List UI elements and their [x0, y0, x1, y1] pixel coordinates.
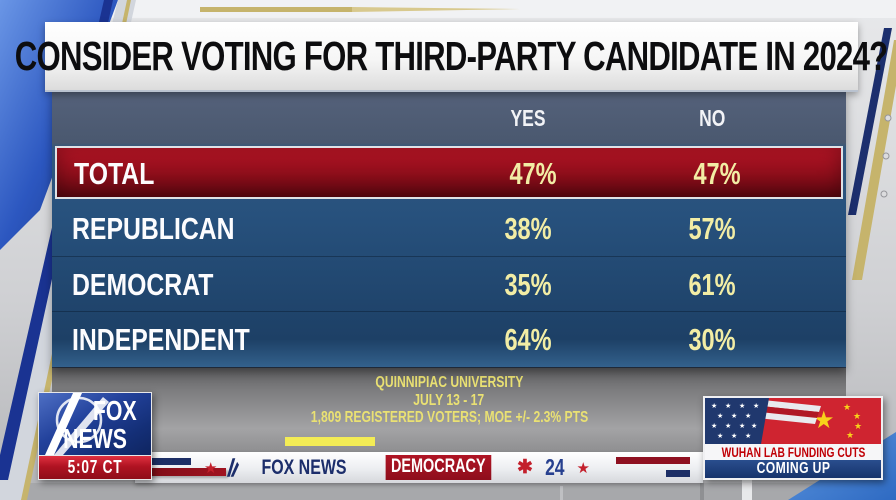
row-label: REPUBLICAN — [72, 211, 235, 246]
svg-text:★: ★ — [731, 412, 737, 420]
coming-up-promo: ★ ★ ★ ★ ★ ★ ★ ★ ★ ★ ★ ★ ★ ★ ★ ★ ★ ★ ★ WUHAN LAB FU… — [703, 396, 883, 480]
star-asterisk-icon: ✱ — [517, 457, 533, 478]
logo-text-fox: FOX — [93, 395, 138, 426]
row-value-yes: 64% — [504, 322, 552, 357]
svg-text:★: ★ — [854, 421, 862, 431]
svg-text:★: ★ — [731, 432, 737, 440]
promo-headline: WUHAN LAB FUNDING CUTS — [705, 444, 881, 460]
svg-text:★: ★ — [751, 422, 757, 430]
source-line-3: 1,809 REGISTERED VOTERS; MOE +/- 2.3% PT… — [310, 409, 588, 426]
poll-table: YES NO TOTAL 47% 47% REPUBLICAN 38% 57% … — [52, 90, 846, 367]
ticker-red-bar-left — [146, 468, 226, 476]
fox-beams-icon — [227, 458, 240, 477]
promo-status: COMING UP — [705, 460, 881, 478]
svg-text:★: ★ — [753, 402, 759, 410]
ticker-blue-bar-right — [666, 470, 690, 477]
source-line-1: QUINNIPIAC UNIVERSITY — [375, 374, 523, 391]
fox-news-logo: FOX NEWS — [38, 392, 152, 456]
table-row-republican: REPUBLICAN 38% 57% — [52, 201, 846, 256]
svg-text:★: ★ — [711, 422, 717, 430]
ticker-center-group: ★ FOX NEWS DEMOCRACY ✱ 24 ★ — [113, 452, 681, 483]
clock: 5:07 CT — [38, 456, 152, 480]
svg-text:★: ★ — [711, 402, 717, 410]
svg-text:★: ★ — [853, 411, 861, 421]
clock-time: 5:07 CT — [67, 457, 123, 477]
ticker-blue-bar-left — [149, 458, 191, 465]
headline-banner: CONSIDER VOTING FOR THIRD-PARTY CANDIDAT… — [15, 22, 889, 92]
svg-text:★: ★ — [745, 432, 751, 440]
column-header-yes: YES — [510, 105, 546, 131]
row-value-no: 61% — [688, 267, 736, 302]
source-line-2: JULY 13 - 17 — [413, 391, 485, 409]
table-row-independent: INDEPENDENT 64% 30% — [52, 311, 846, 366]
column-header-no: NO — [698, 105, 726, 131]
svg-text:★: ★ — [717, 412, 723, 420]
row-label: INDEPENDENT — [72, 322, 250, 357]
star-icon: ★ — [576, 459, 590, 477]
svg-text:★: ★ — [739, 402, 745, 410]
ticker-brand: FOX NEWS — [261, 455, 348, 479]
svg-text:★: ★ — [725, 402, 731, 410]
us-china-flags-image: ★ ★ ★ ★ ★ ★ ★ ★ ★ ★ ★ ★ ★ ★ ★ ★ ★ ★ ★ — [705, 398, 881, 444]
row-value-no: 47% — [693, 156, 741, 191]
row-value-yes: 38% — [504, 211, 552, 246]
row-label: TOTAL — [74, 156, 155, 191]
searchlight-icon — [45, 393, 109, 455]
table-header-row: YES NO — [52, 90, 846, 146]
row-value-yes: 47% — [509, 156, 557, 191]
ticker-year: 24 — [545, 454, 565, 480]
star-icon: ★ — [204, 459, 218, 477]
yellow-underline-bar — [285, 437, 375, 446]
democracy-badge: DEMOCRACY — [386, 455, 492, 480]
poll-question-title: CONSIDER VOTING FOR THIRD-PARTY CANDIDAT… — [15, 32, 888, 79]
ticker-red-bar-right — [616, 457, 690, 464]
logo-text-news: NEWS — [63, 423, 127, 454]
row-value-yes: 35% — [504, 267, 552, 302]
row-value-no: 57% — [688, 211, 736, 246]
svg-text:★: ★ — [725, 422, 731, 430]
table-row-democrat: DEMOCRAT 35% 61% — [52, 256, 846, 311]
table-row-total: TOTAL 47% 47% — [55, 146, 843, 199]
svg-text:★: ★ — [717, 432, 723, 440]
row-label: DEMOCRAT — [72, 267, 214, 302]
svg-text:★: ★ — [846, 430, 854, 440]
svg-text:★: ★ — [843, 402, 851, 412]
svg-text:★: ★ — [745, 412, 751, 420]
bottom-ticker: ★ FOX NEWS DEMOCRACY ✱ 24 ★ — [135, 452, 703, 483]
row-value-no: 30% — [688, 322, 736, 357]
fox-news-bug: FOX NEWS 5:07 CT — [38, 392, 152, 480]
svg-text:★: ★ — [739, 422, 745, 430]
